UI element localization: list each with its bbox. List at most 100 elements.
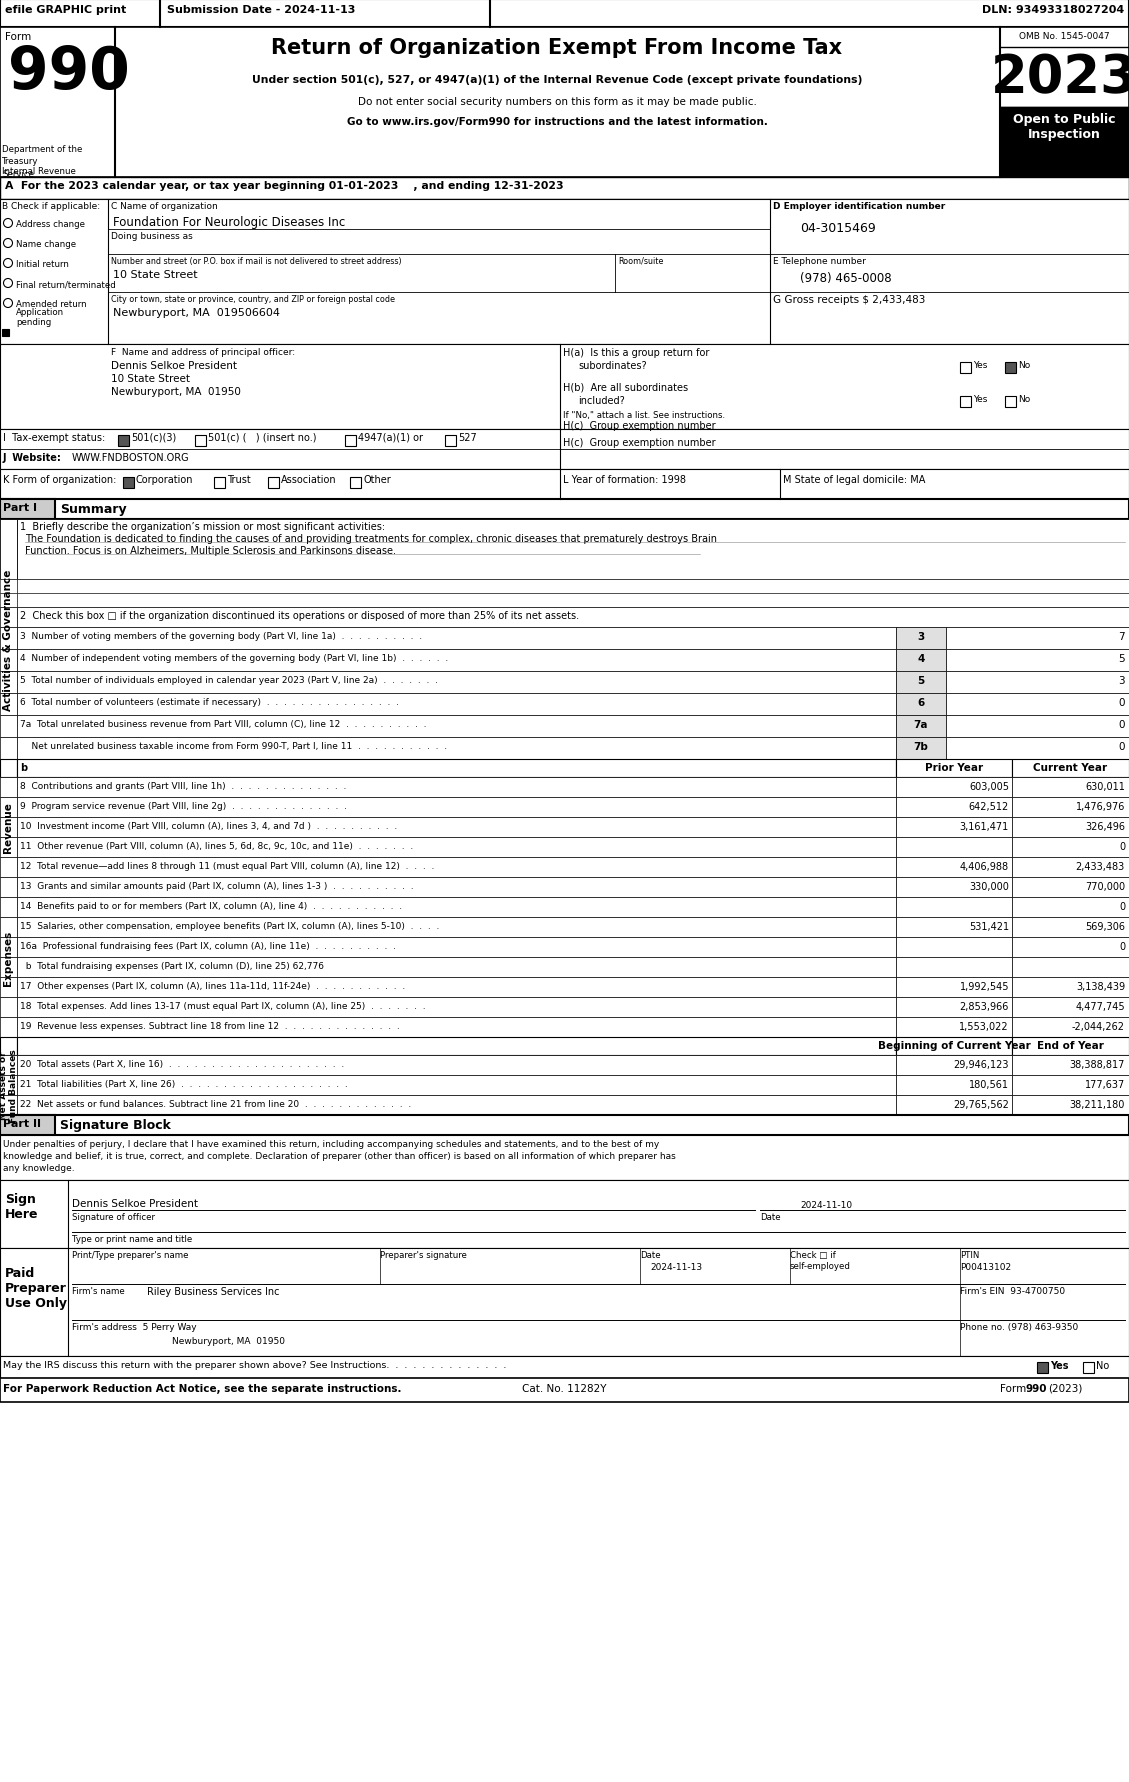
Bar [0, 579, 17, 593]
Text: pending: pending [16, 317, 51, 326]
Text: F  Name and address of principal officer:: F Name and address of principal officer: [111, 347, 295, 356]
Text: 6  Total number of volunteers (estimate if necessary)  .  .  .  .  .  .  .  .  .: 6 Total number of volunteers (estimate i… [20, 697, 399, 707]
Bar [1012, 857, 1129, 877]
Bar [17, 978, 896, 998]
Text: Corporation: Corporation [135, 474, 193, 485]
Text: b  Total fundraising expenses (Part IX, column (D), line 25) 62,776: b Total fundraising expenses (Part IX, c… [20, 962, 324, 971]
Text: 4,477,745: 4,477,745 [1076, 1001, 1124, 1012]
Text: Yes: Yes [973, 396, 988, 405]
Text: B Check if applicable:: B Check if applicable: [2, 201, 100, 210]
Text: 13  Grants and similar amounts paid (Part IX, column (A), lines 1-3 )  .  .  .  : 13 Grants and similar amounts paid (Part… [20, 882, 413, 891]
Text: 501(c) (   ) (insert no.): 501(c) ( ) (insert no.) [208, 433, 316, 442]
Bar [17, 918, 896, 937]
Bar [1005, 364, 1016, 374]
Text: 326,496: 326,496 [1085, 822, 1124, 832]
Bar [215, 478, 225, 488]
Text: Under penalties of perjury, I declare that I have examined this return, includin: Under penalties of perjury, I declare th… [3, 1139, 659, 1148]
Text: A  For the 2023 calendar year, or tax year beginning 01-01-2023    , and ending : A For the 2023 calendar year, or tax yea… [5, 182, 563, 191]
Bar [896, 777, 1012, 798]
Bar [0, 738, 17, 759]
Bar [1012, 1096, 1129, 1116]
Text: 527: 527 [458, 433, 476, 442]
Text: 180,561: 180,561 [969, 1080, 1009, 1089]
Text: City or town, state or province, country, and ZIP or foreign postal code: City or town, state or province, country… [111, 294, 395, 303]
Text: 17  Other expenses (Part IX, column (A), lines 11a-11d, 11f-24e)  .  .  .  .  . : 17 Other expenses (Part IX, column (A), … [20, 982, 405, 991]
Text: The Foundation is dedicated to finding the causes of and providing treatments fo: The Foundation is dedicated to finding t… [25, 533, 717, 544]
Bar [17, 693, 896, 716]
Bar [1012, 759, 1129, 777]
Text: 21  Total liabilities (Part X, line 26)  .  .  .  .  .  .  .  .  .  .  .  .  .  : 21 Total liabilities (Part X, line 26) .… [20, 1080, 348, 1089]
Bar [17, 759, 896, 777]
Text: Doing business as: Doing business as [111, 232, 193, 241]
Text: 531,421: 531,421 [969, 921, 1009, 932]
Bar [896, 877, 1012, 898]
Text: 38,388,817: 38,388,817 [1069, 1060, 1124, 1069]
Text: L Year of formation: 1998: L Year of formation: 1998 [563, 474, 686, 485]
Bar [0, 918, 17, 937]
Bar [896, 998, 1012, 1018]
Bar [17, 579, 1129, 593]
Text: Check □ if: Check □ if [790, 1251, 835, 1260]
Text: self-employed: self-employed [790, 1262, 851, 1271]
Text: Date: Date [760, 1212, 780, 1221]
Text: 3: 3 [918, 631, 925, 642]
Text: 5: 5 [918, 675, 925, 686]
Bar [896, 937, 1012, 957]
Bar [896, 818, 1012, 838]
Text: 770,000: 770,000 [1085, 882, 1124, 891]
Text: 3  Number of voting members of the governing body (Part VI, line 1a)  .  .  .  .: 3 Number of voting members of the govern… [20, 631, 422, 642]
Bar [896, 650, 946, 672]
Text: Net Assets or
Fund Balances: Net Assets or Fund Balances [0, 1048, 18, 1123]
Text: 11  Other revenue (Part VIII, column (A), lines 5, 6d, 8c, 9c, 10c, and 11e)  . : 11 Other revenue (Part VIII, column (A),… [20, 841, 413, 850]
Text: (978) 465-0008: (978) 465-0008 [800, 273, 892, 285]
Bar [17, 898, 896, 918]
Bar [0, 1356, 1129, 1377]
Bar [17, 716, 896, 738]
Text: Amended return: Amended return [16, 299, 87, 308]
Text: Return of Organization Exempt From Income Tax: Return of Organization Exempt From Incom… [271, 37, 842, 59]
Bar [0, 178, 1129, 200]
Text: 642,512: 642,512 [969, 802, 1009, 811]
Text: Yes: Yes [1050, 1360, 1068, 1370]
Text: 29,946,123: 29,946,123 [954, 1060, 1009, 1069]
Bar [17, 608, 1129, 627]
Text: 12  Total revenue—add lines 8 through 11 (must equal Part VIII, column (A), line: 12 Total revenue—add lines 8 through 11 … [20, 861, 435, 871]
Text: 1,553,022: 1,553,022 [960, 1021, 1009, 1032]
Bar [896, 1096, 1012, 1116]
Text: 20  Total assets (Part X, line 16)  .  .  .  .  .  .  .  .  .  .  .  .  .  .  . : 20 Total assets (Part X, line 16) . . . … [20, 1060, 344, 1069]
Text: Other: Other [364, 474, 391, 485]
Bar [17, 1096, 896, 1116]
Text: P00413102: P00413102 [960, 1262, 1012, 1271]
Bar [896, 1037, 1012, 1055]
Text: 7: 7 [1119, 631, 1124, 642]
Bar [896, 957, 1012, 978]
Bar [896, 672, 946, 693]
Text: Submission Date - 2024-11-13: Submission Date - 2024-11-13 [167, 5, 356, 14]
Text: 990: 990 [8, 45, 130, 102]
Text: Function. Focus is on Alzheimers, Multiple Sclerosis and Parkinsons disease.: Function. Focus is on Alzheimers, Multip… [25, 545, 396, 556]
Bar [0, 693, 17, 716]
Text: 630,011: 630,011 [1085, 782, 1124, 791]
Text: Newburyport, MA  019506604: Newburyport, MA 019506604 [113, 308, 280, 317]
Text: included?: included? [578, 396, 624, 406]
Text: D Employer identification number: D Employer identification number [773, 201, 945, 210]
Bar [17, 1037, 896, 1055]
Text: Signature of officer: Signature of officer [72, 1212, 155, 1221]
Text: Form: Form [5, 32, 32, 43]
Bar [268, 478, 279, 488]
Text: Dennis Selkoe President: Dennis Selkoe President [72, 1198, 198, 1208]
Bar [0, 344, 1129, 429]
Bar [350, 478, 361, 488]
Bar [0, 1075, 17, 1096]
Text: 2023: 2023 [990, 52, 1129, 103]
Text: Net unrelated business taxable income from Form 990-T, Part I, line 11  .  .  . : Net unrelated business taxable income fr… [20, 741, 447, 750]
Bar [1012, 918, 1129, 937]
Text: 7a: 7a [913, 720, 928, 729]
Bar [0, 838, 17, 857]
Text: Summary: Summary [60, 503, 126, 515]
Bar [1038, 1361, 1048, 1374]
Bar [1012, 1037, 1129, 1055]
Text: For Paperwork Reduction Act Notice, see the separate instructions.: For Paperwork Reduction Act Notice, see … [3, 1383, 402, 1394]
Text: I  Tax-exempt status:: I Tax-exempt status: [3, 433, 105, 442]
Bar [896, 759, 1012, 777]
